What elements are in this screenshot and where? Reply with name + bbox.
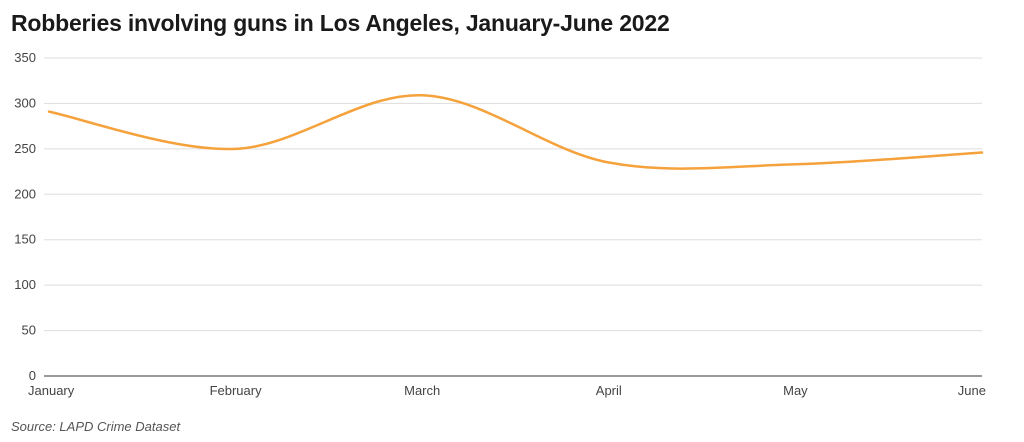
y-tick-label: 100: [14, 277, 36, 292]
x-tick-label: February: [210, 383, 263, 398]
y-tick-label: 50: [22, 323, 36, 338]
y-tick-label: 350: [14, 50, 36, 65]
x-tick-label: April: [596, 383, 622, 398]
y-tick-label: 0: [29, 368, 36, 383]
y-tick-label: 300: [14, 95, 36, 110]
x-tick-label: January: [28, 383, 75, 398]
series-line: [47, 94, 984, 170]
source-note: Source: LAPD Crime Dataset: [11, 419, 181, 434]
chart-title: Robberies involving guns in Los Angeles,…: [11, 10, 670, 36]
x-tick-label: May: [783, 383, 808, 398]
x-tick-label: June: [958, 383, 986, 398]
x-tick-label: March: [404, 383, 440, 398]
y-axis-ticks: 0 50 100 150 200 250 300 350: [14, 50, 36, 383]
gridlines: [44, 57, 982, 332]
y-tick-label: 150: [14, 232, 36, 247]
x-axis-ticks: January February March April May June: [28, 383, 986, 398]
y-tick-label: 200: [14, 186, 36, 201]
y-tick-label: 250: [14, 141, 36, 156]
series-lines: [47, 94, 984, 170]
